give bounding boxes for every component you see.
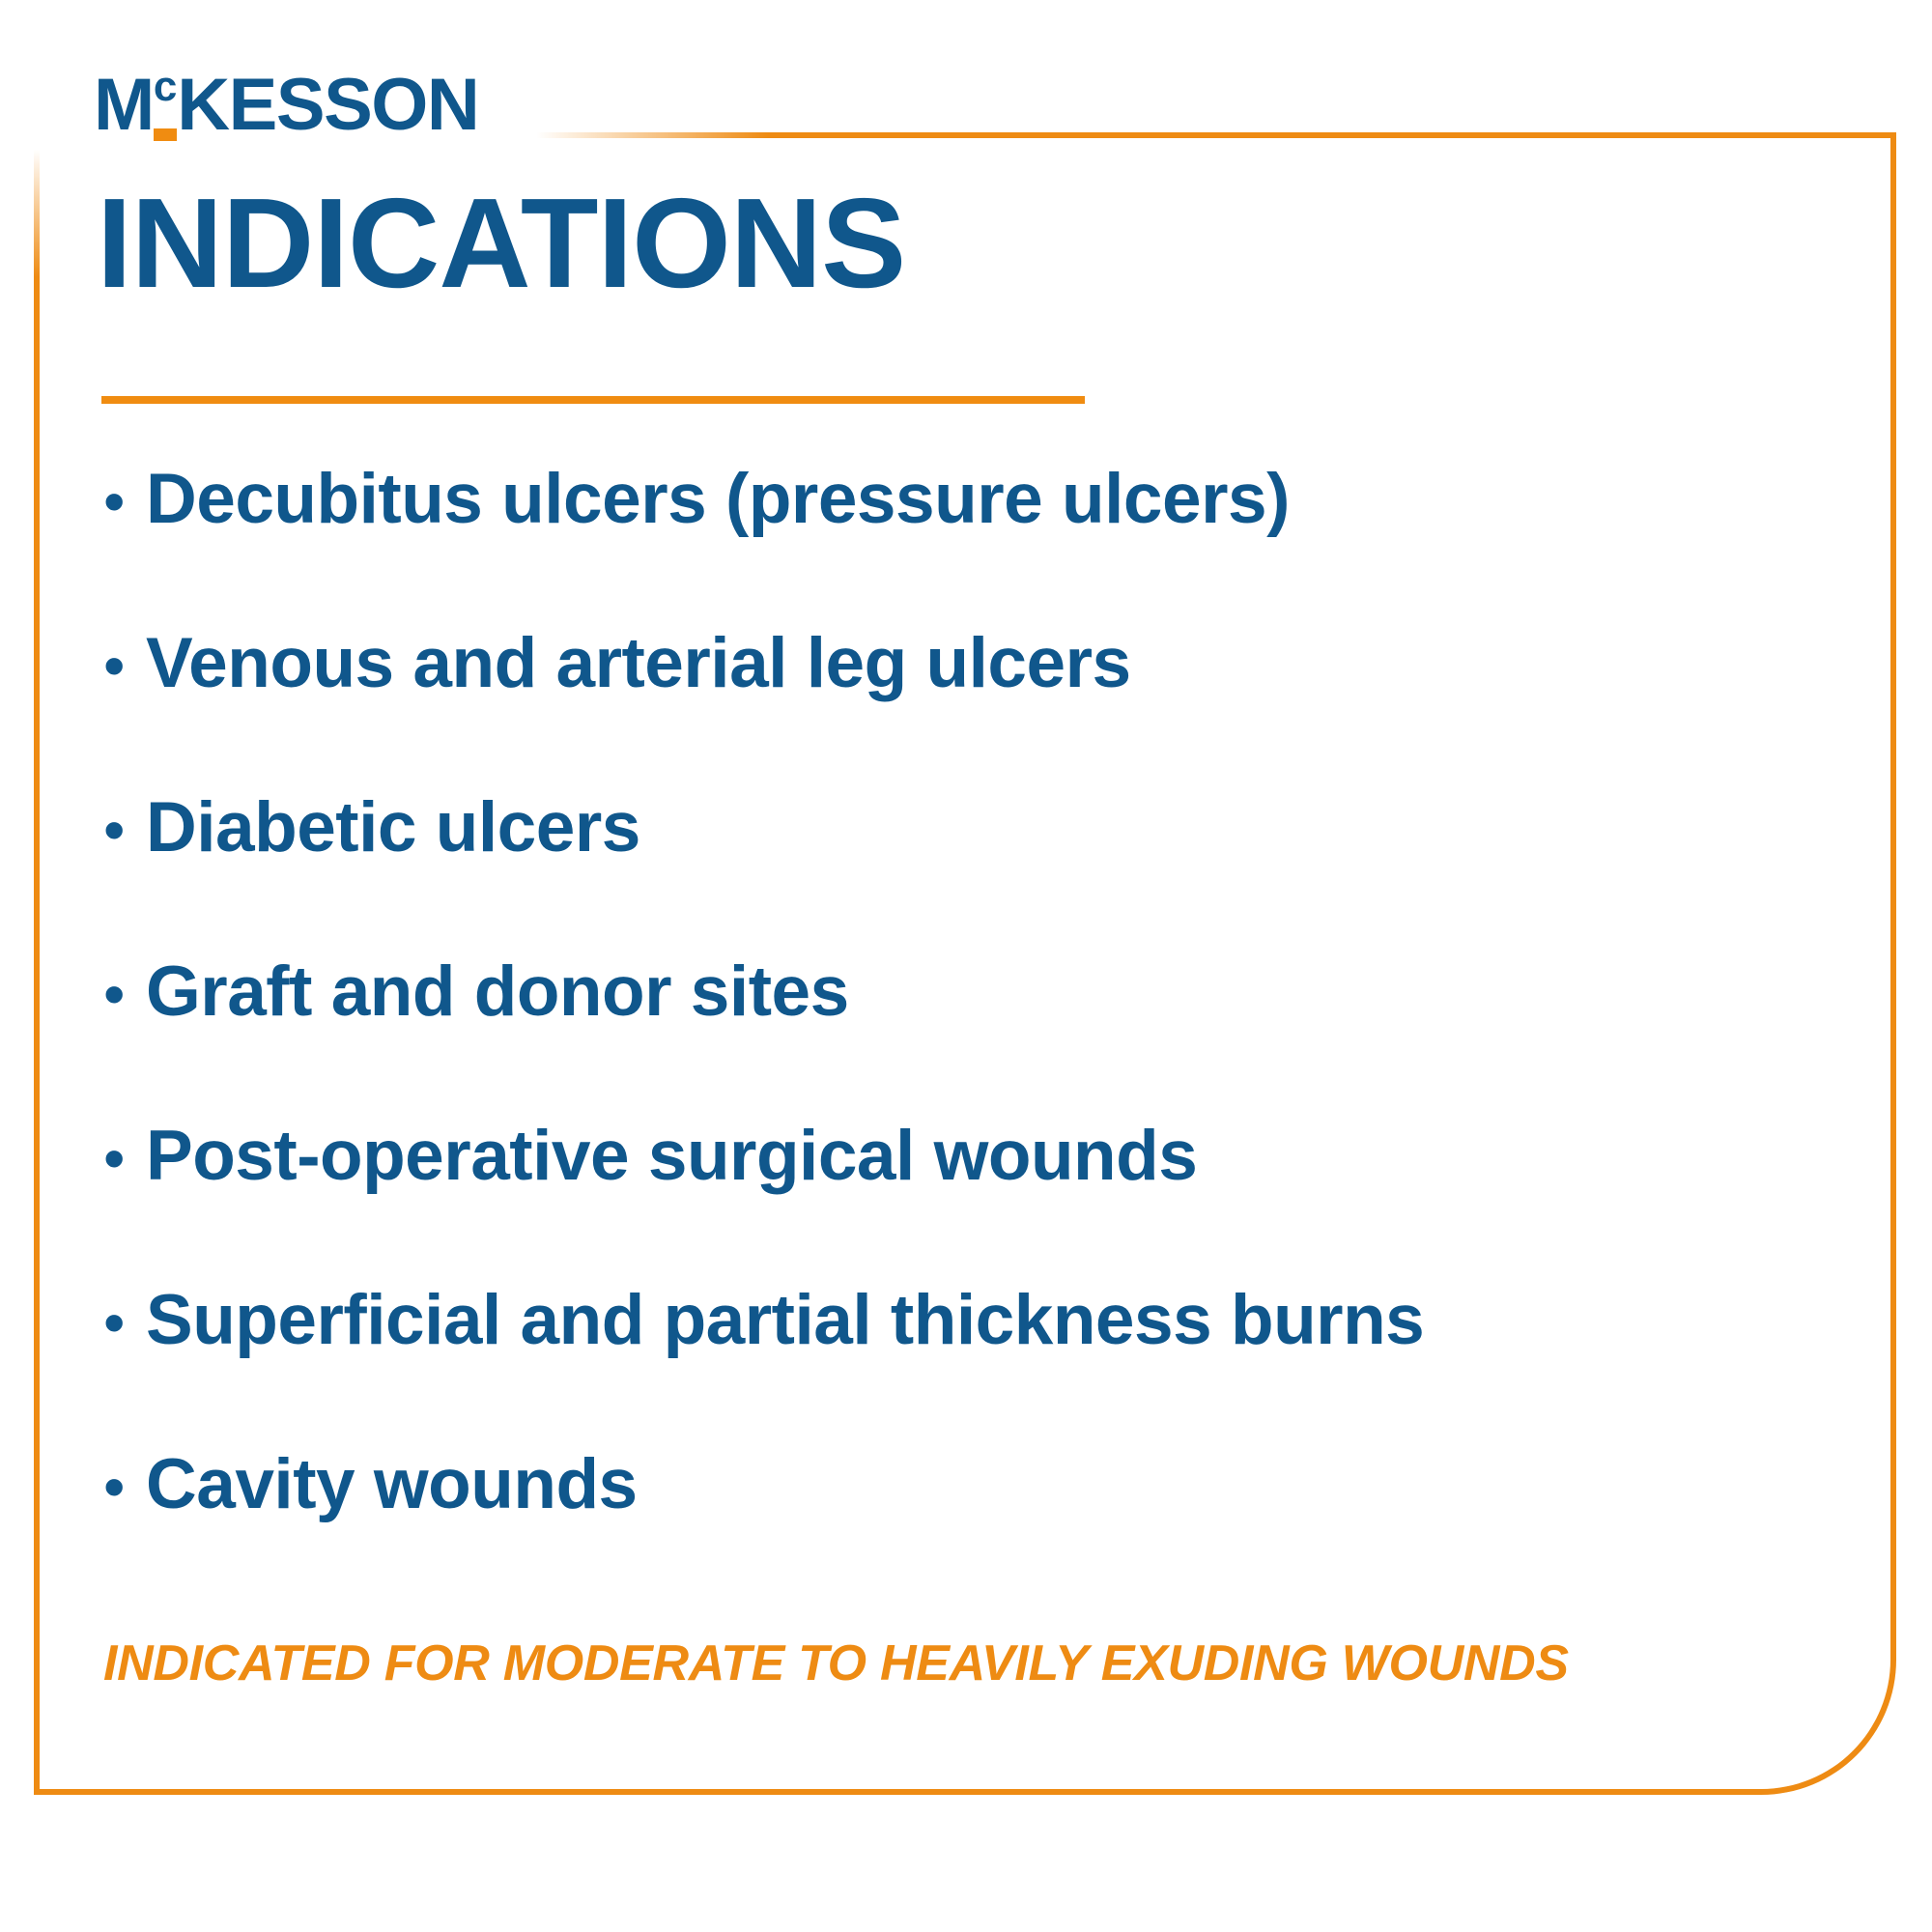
list-item: • Diabetic ulcers <box>103 792 1842 956</box>
bullet-dot-icon: • <box>103 959 126 1029</box>
list-item: • Post-operative surgical wounds <box>103 1121 1842 1285</box>
exudate-callout: INDICATED FOR MODERATE TO HEAVILY EXUDIN… <box>103 1635 1569 1691</box>
list-item-label: Superficial and partial thickness burns <box>146 1281 1425 1359</box>
list-item-label: Cavity wounds <box>146 1445 638 1523</box>
bullet-dot-icon: • <box>103 795 126 865</box>
bullet-dot-icon: • <box>103 467 126 536</box>
logo-orange-underline-bar <box>153 128 178 141</box>
list-item-label: Diabetic ulcers <box>146 788 640 867</box>
list-item-label: Venous and arterial leg ulcers <box>146 624 1131 702</box>
list-item-label: Post-operative surgical wounds <box>146 1117 1198 1195</box>
bullet-dot-icon: • <box>103 1452 126 1521</box>
bullet-dot-icon: • <box>103 1123 126 1193</box>
logo-mc-group: Mc <box>94 63 178 142</box>
list-item: • Graft and donor sites <box>103 956 1842 1121</box>
list-item: • Decubitus ulcers (pressure ulcers) <box>103 464 1842 628</box>
title-underline-rule <box>101 396 1085 404</box>
list-item-label: Decubitus ulcers (pressure ulcers) <box>146 460 1290 538</box>
logo-letter-m: M <box>94 64 155 146</box>
list-item-label: Graft and donor sites <box>146 952 849 1031</box>
frame-left-edge <box>34 132 40 1795</box>
logo-word-kesson: KESSON <box>177 64 479 146</box>
list-item: • Cavity wounds <box>103 1449 1842 1613</box>
list-item: • Superficial and partial thickness burn… <box>103 1285 1842 1449</box>
mckesson-logo: Mc KESSON <box>94 63 480 142</box>
list-item: • Venous and arterial leg ulcers <box>103 628 1842 792</box>
indications-list: • Decubitus ulcers (pressure ulcers) • V… <box>103 464 1842 1613</box>
bullet-dot-icon: • <box>103 631 126 700</box>
logo-superscript-c: c <box>153 63 178 141</box>
bullet-dot-icon: • <box>103 1288 126 1357</box>
page-title: INDICATIONS <box>97 172 906 314</box>
logo-superscript-c-text: c <box>153 63 178 110</box>
